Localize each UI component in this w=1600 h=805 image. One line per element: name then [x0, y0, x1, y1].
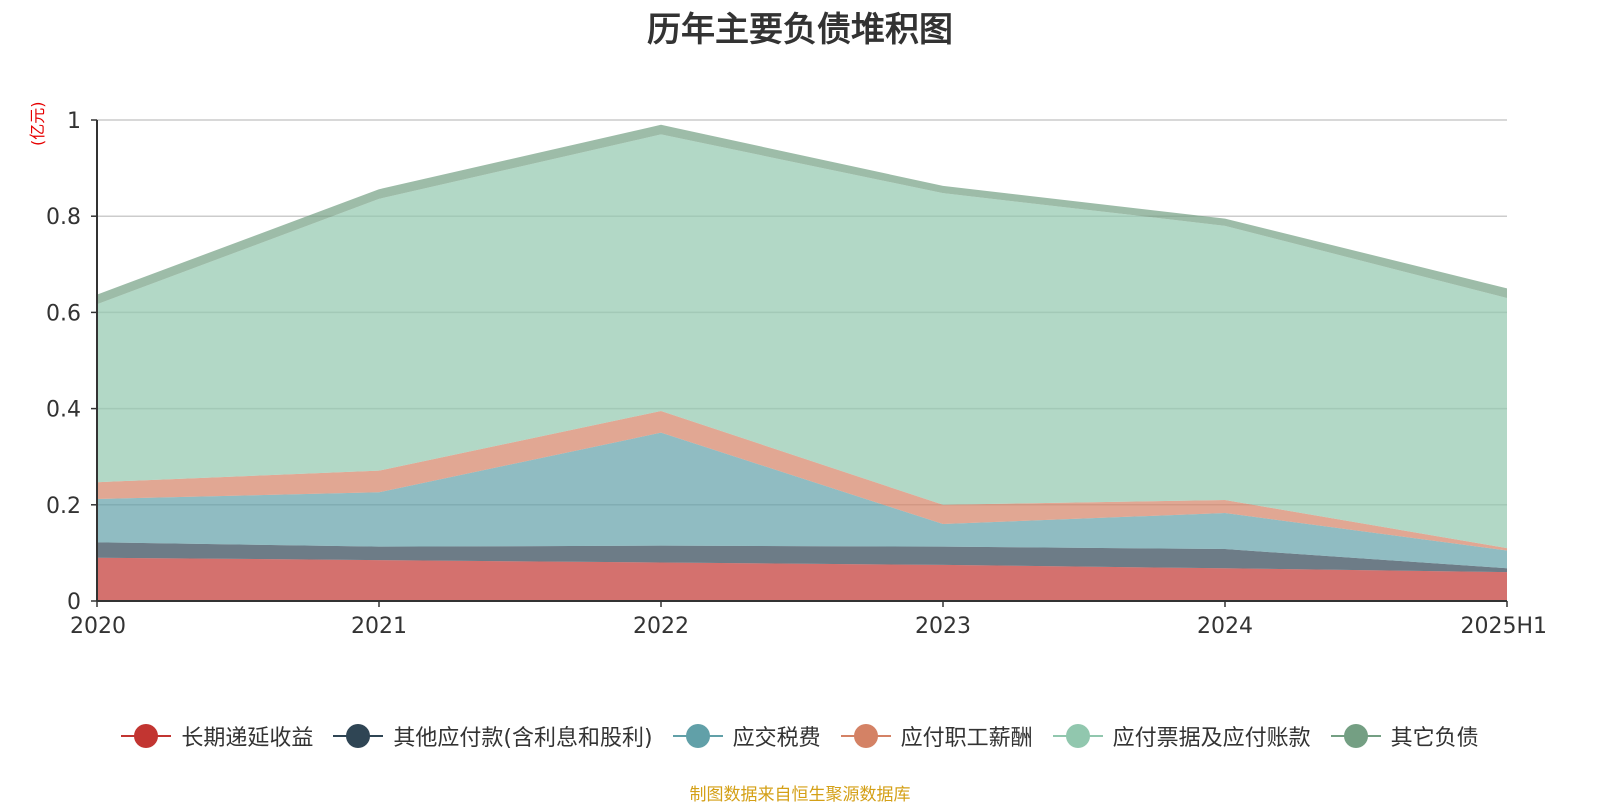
legend-label: 其他应付款(含利息和股利)	[393, 726, 653, 751]
x-tick-label: 2025H1	[1460, 614, 1547, 639]
legend-label: 应交税费	[732, 726, 821, 751]
y-tick-label: 1	[67, 109, 81, 134]
area-series	[97, 124, 1507, 601]
x-tick-label: 2021	[351, 614, 407, 639]
area-1	[97, 557, 1507, 601]
area-4	[97, 411, 1507, 551]
y-tick-label: 0	[67, 590, 81, 615]
legend-label: 其它负债	[1390, 726, 1479, 751]
y-tick-label: 0.6	[46, 301, 81, 326]
axes: 0 0.2 0.4 0.6 0.8 1 2020 2021 2022 2023 2024 2025H1	[46, 109, 1547, 639]
x-tick-label: 2022	[633, 614, 689, 639]
legend-marker-icon	[333, 723, 384, 749]
legend-item[interactable]: 应付票据及应付账款	[1052, 720, 1311, 752]
legend: 长期递延收益 其他应付款(含利息和股利) 应交税费 应付职工薪酬 应付票据及应付账款 其它…	[0, 720, 1600, 752]
y-tick-label: 0.4	[46, 398, 81, 423]
legend-item[interactable]: 其他应付款(含利息和股利)	[333, 720, 653, 752]
area-6	[97, 124, 1507, 305]
x-tick-label: 2024	[1197, 614, 1253, 639]
legend-marker-icon	[672, 723, 723, 749]
x-tick-label: 2023	[915, 614, 971, 639]
legend-marker-icon	[121, 723, 172, 749]
legend-label: 应付票据及应付账款	[1112, 726, 1311, 751]
area-3	[97, 432, 1507, 569]
legend-item[interactable]: 其它负债	[1330, 720, 1479, 752]
y-tick-label: 0.8	[46, 205, 81, 230]
legend-marker-icon	[1330, 723, 1381, 749]
source-note: 制图数据来自恒生聚源数据库	[689, 785, 911, 805]
legend-label: 长期递延收益	[181, 726, 314, 751]
y-tick-label: 0.2	[46, 494, 81, 519]
chart-title: 历年主要负债堆积图	[647, 10, 953, 50]
area-2	[97, 542, 1507, 573]
legend-item[interactable]: 长期递延收益	[121, 720, 313, 752]
legend-item[interactable]: 应付职工薪酬	[840, 720, 1033, 752]
legend-label: 应付职工薪酬	[900, 726, 1033, 751]
legend-marker-icon	[840, 723, 891, 749]
area-5	[97, 134, 1507, 549]
legend-item[interactable]: 应交税费	[672, 720, 821, 752]
x-tick-label: 2020	[70, 614, 126, 639]
legend-marker-icon	[1052, 723, 1103, 749]
